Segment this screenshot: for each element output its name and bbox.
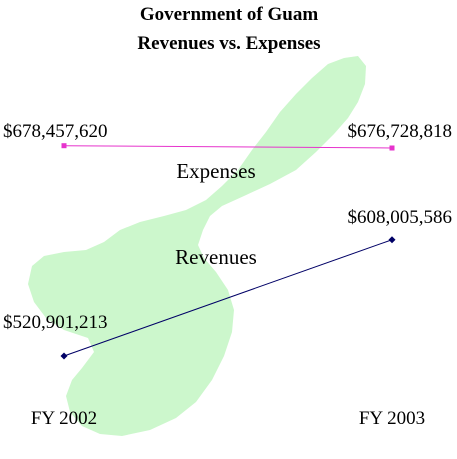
revenues-point-fy2002 <box>60 352 68 360</box>
expenses-label-fy2003: $676,728,818 <box>348 121 453 142</box>
expenses-line <box>63 145 393 149</box>
revenues-series-name: Revenues <box>175 245 257 269</box>
expenses-point-fy2002 <box>61 143 67 149</box>
revenues-point-fy2003 <box>388 236 396 244</box>
revenues-label-fy2002: $520,901,213 <box>3 312 108 333</box>
chart-title: Government of Guam <box>140 4 319 25</box>
chart-subtitle: Revenues vs. Expenses <box>137 33 320 54</box>
revenues-label-fy2003: $608,005,586 <box>348 207 453 228</box>
expenses-point-fy2003 <box>389 145 395 151</box>
revenues-line <box>63 239 393 357</box>
x-tick-label-fy2002: FY 2002 <box>31 408 97 429</box>
expenses-label-fy2002: $678,457,620 <box>3 121 108 142</box>
x-tick-label-fy2003: FY 2003 <box>359 408 425 429</box>
expenses-series-name: Expenses <box>176 159 255 183</box>
guam-island-silhouette <box>28 56 366 436</box>
